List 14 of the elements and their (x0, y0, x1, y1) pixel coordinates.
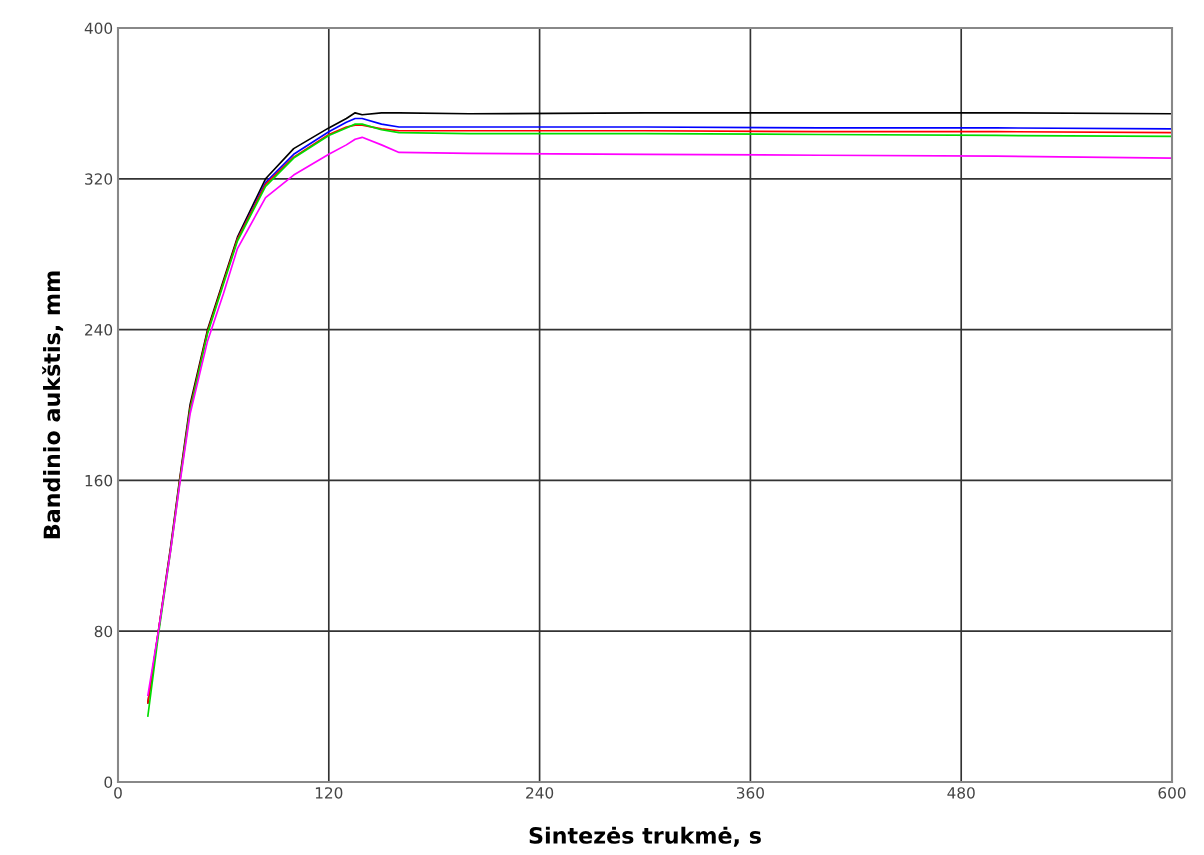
y-tick-label: 400 (84, 22, 113, 35)
y-tick-label: 320 (85, 173, 113, 185)
y-axis-title: Bandinio aukštis, mm (42, 271, 64, 539)
x-tick-label: 480 (947, 787, 975, 799)
y-tick-label: 80 (94, 625, 113, 638)
x-tick-label: 600 (1158, 787, 1186, 799)
x-tick-label: 0 (114, 787, 122, 799)
x-tick-label: 360 (736, 787, 764, 799)
x-axis-title: Sintezės trukmė, s (529, 826, 761, 847)
y-tick-label: 0 (104, 776, 113, 789)
y-tick-label: 240 (85, 324, 113, 336)
y-tick-label: 160 (85, 474, 113, 487)
x-tick-label: 240 (526, 787, 554, 799)
x-tick-label: 120 (315, 787, 343, 799)
